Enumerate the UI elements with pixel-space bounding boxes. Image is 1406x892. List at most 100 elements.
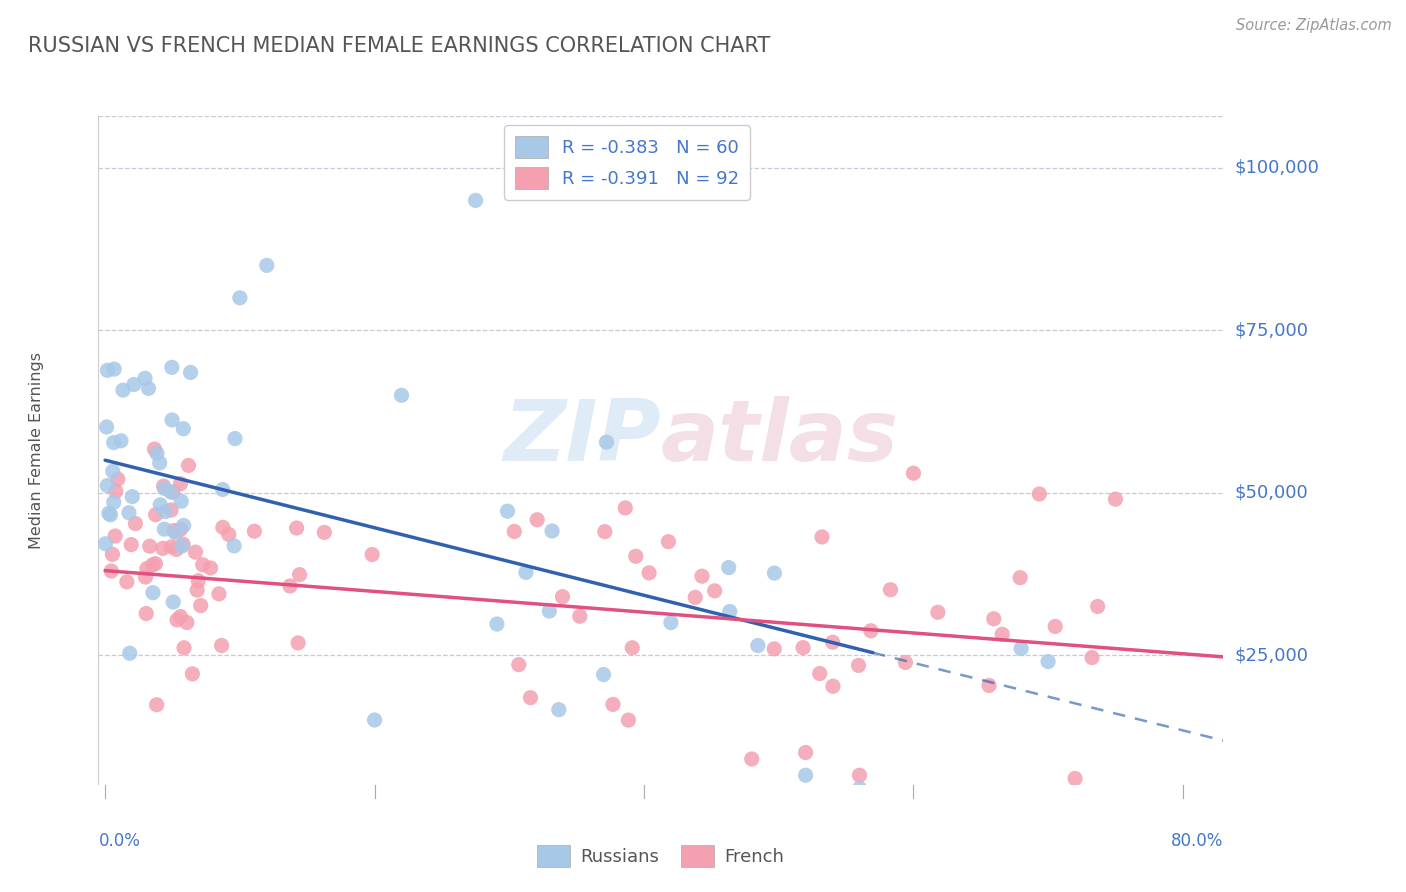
Point [538, 604, 561, 618]
Point [149, 498, 172, 512]
Point [568, 609, 591, 624]
Point [657, 534, 679, 549]
Point [391, 388, 413, 402]
Point [595, 435, 617, 450]
Point [110, 434, 132, 448]
Point [103, 362, 125, 376]
Point [1010, 571, 1032, 585]
Point [122, 377, 145, 392]
Point [547, 703, 569, 717]
Point [170, 494, 193, 508]
Point [821, 679, 844, 693]
Point [659, 615, 682, 630]
Point [107, 472, 129, 486]
Text: Median Female Earnings: Median Female Earnings [30, 352, 44, 549]
Point [187, 574, 209, 588]
Point [172, 537, 194, 551]
Point [138, 381, 160, 395]
Point [135, 607, 157, 621]
Point [285, 521, 308, 535]
Point [794, 768, 817, 782]
Point [134, 570, 156, 584]
Point [1104, 492, 1126, 507]
Point [690, 569, 713, 583]
Point [169, 476, 191, 491]
Point [508, 657, 530, 672]
Point [541, 524, 564, 538]
Point [160, 503, 183, 517]
Point [191, 558, 214, 572]
Point [160, 540, 183, 554]
Point [503, 524, 526, 539]
Point [184, 545, 207, 559]
Point [160, 360, 183, 375]
Point [153, 482, 176, 496]
Point [118, 506, 141, 520]
Point [160, 413, 183, 427]
Point [792, 640, 814, 655]
Point [149, 456, 172, 470]
Point [104, 529, 127, 543]
Point [747, 639, 769, 653]
Point [287, 636, 309, 650]
Point [363, 713, 385, 727]
Point [200, 561, 222, 575]
Point [173, 640, 195, 655]
Point [169, 609, 191, 624]
Point [602, 698, 624, 712]
Point [464, 194, 486, 208]
Point [143, 442, 166, 456]
Point [100, 508, 122, 522]
Point [96, 363, 118, 377]
Point [160, 485, 183, 500]
Point [1036, 655, 1059, 669]
Text: Source: ZipAtlas.com: Source: ZipAtlas.com [1236, 18, 1392, 33]
Point [519, 690, 541, 705]
Point [683, 591, 706, 605]
Point [211, 639, 233, 653]
Text: $100,000: $100,000 [1234, 159, 1319, 177]
Point [176, 615, 198, 630]
Point [1043, 619, 1066, 633]
Point [794, 746, 817, 760]
Legend: R = -0.383   N = 60, R = -0.391   N = 92: R = -0.383 N = 60, R = -0.391 N = 92 [505, 125, 749, 200]
Point [211, 520, 233, 534]
Point [526, 513, 548, 527]
Point [821, 635, 844, 649]
Point [135, 561, 157, 575]
Point [155, 505, 177, 519]
Text: RUSSIAN VS FRENCH MEDIAN FEMALE EARNINGS CORRELATION CHART: RUSSIAN VS FRENCH MEDIAN FEMALE EARNINGS… [28, 36, 770, 55]
Point [94, 537, 117, 551]
Point [120, 538, 142, 552]
Point [145, 557, 167, 571]
Point [848, 658, 870, 673]
Point [638, 566, 661, 580]
Point [229, 291, 252, 305]
Point [97, 506, 120, 520]
Point [104, 484, 127, 499]
Point [614, 500, 637, 515]
Point [103, 495, 125, 509]
Point [977, 678, 1000, 692]
Point [624, 549, 647, 564]
Point [515, 566, 537, 580]
Point [153, 522, 176, 536]
Point [991, 627, 1014, 641]
Point [763, 566, 786, 580]
Point [243, 524, 266, 538]
Point [181, 666, 204, 681]
Text: atlas: atlas [661, 395, 898, 479]
Text: $50,000: $50,000 [1234, 483, 1308, 501]
Point [142, 585, 165, 599]
Point [1087, 599, 1109, 614]
Legend: Russians, French: Russians, French [530, 838, 792, 874]
Point [180, 366, 202, 380]
Point [1028, 487, 1050, 501]
Point [142, 558, 165, 572]
Point [162, 485, 184, 500]
Point [808, 666, 831, 681]
Point [927, 605, 949, 619]
Point [903, 466, 925, 480]
Text: 0.0%: 0.0% [98, 831, 141, 850]
Point [146, 446, 169, 460]
